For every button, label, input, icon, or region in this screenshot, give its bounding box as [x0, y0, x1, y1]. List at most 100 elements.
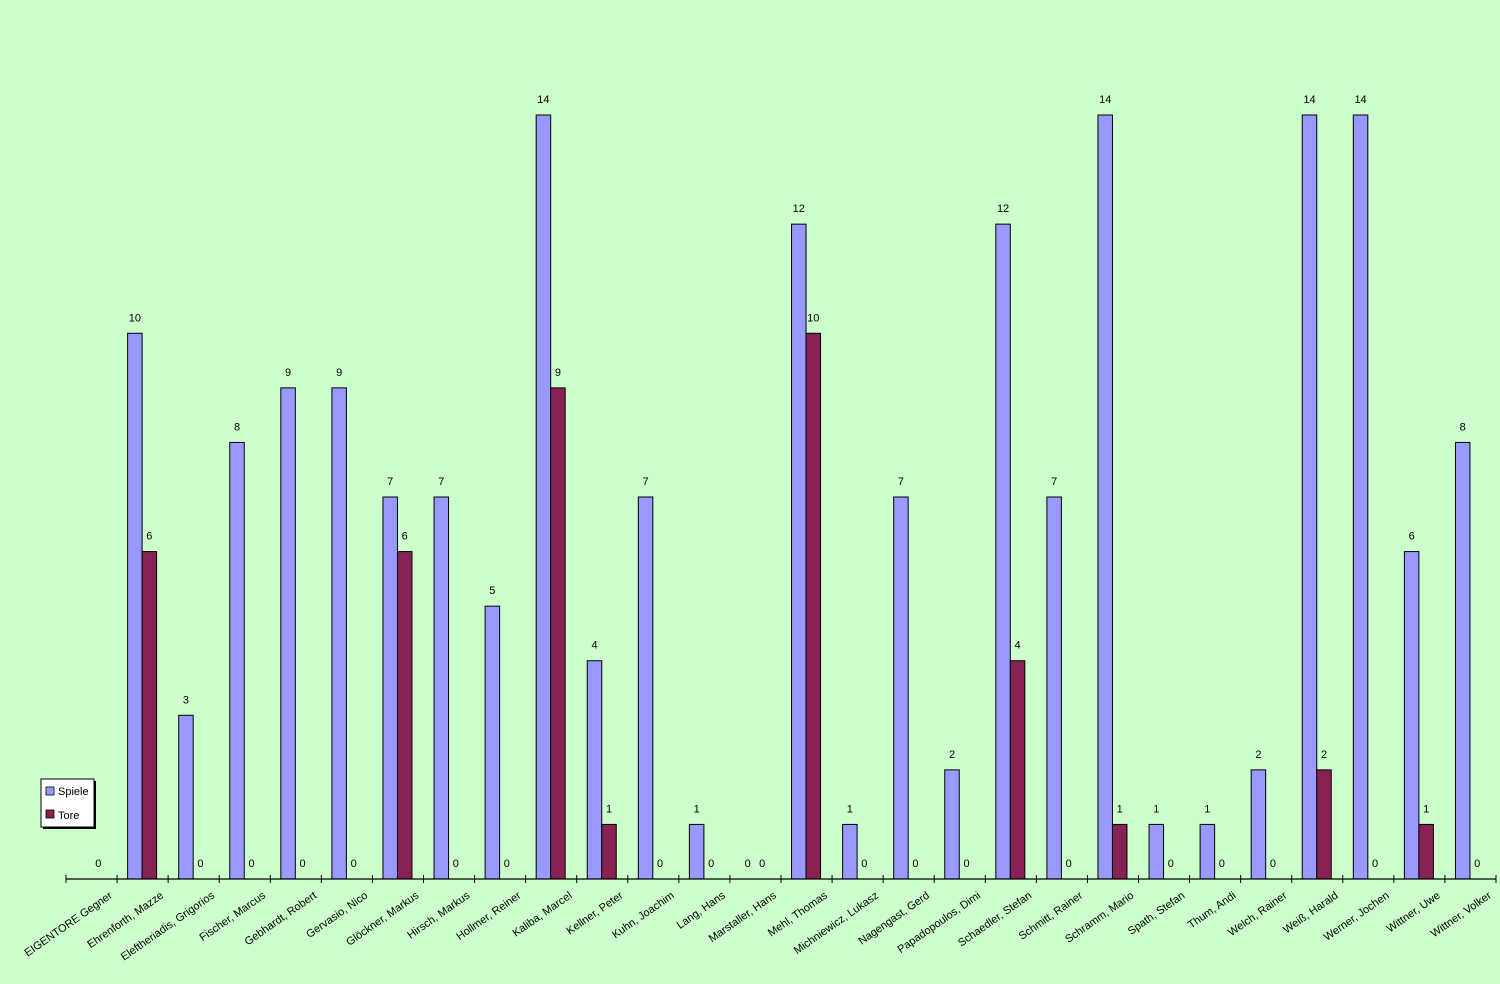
bar-tore: [1316, 769, 1332, 880]
data-label-spiele: 0: [745, 858, 751, 870]
data-label-tore: 0: [453, 858, 459, 870]
data-label-tore: 0: [912, 858, 918, 870]
data-label-spiele: 7: [1051, 476, 1057, 488]
data-label-tore: 0: [657, 858, 663, 870]
bar-spiele: [280, 387, 296, 880]
bar-spiele: [127, 332, 143, 880]
bar-spiele: [535, 114, 552, 880]
bar-spiele: [1250, 769, 1267, 880]
data-label-spiele: 9: [336, 367, 342, 379]
x-axis-ticks: [65, 875, 1497, 883]
data-label-tore: 9: [555, 367, 561, 379]
bar-spiele: [484, 605, 501, 880]
data-label-spiele: 14: [537, 94, 549, 106]
bar-spiele: [1454, 441, 1471, 880]
bar-spiele: [1097, 114, 1113, 880]
data-label-spiele: 2: [949, 749, 955, 761]
bar-spiele: [995, 223, 1011, 880]
bar-spiele: [229, 441, 245, 880]
legend-swatch-tore: [45, 809, 55, 819]
bar-tore: [141, 551, 158, 880]
data-label-tore: 0: [351, 858, 357, 870]
data-label-spiele: 7: [387, 476, 393, 488]
bar-tore: [1111, 823, 1128, 880]
data-label-tore: 0: [248, 858, 254, 870]
data-label-spiele: 2: [1255, 749, 1261, 761]
data-label-spiele: 12: [793, 203, 805, 215]
bar-spiele: [178, 714, 194, 880]
data-label-tore: 0: [963, 858, 969, 870]
data-label-tore: 6: [146, 531, 152, 543]
data-label-tore: 0: [197, 858, 203, 870]
legend-swatch-spiele: [45, 786, 55, 796]
bar-spiele: [382, 496, 398, 880]
bars-layer: [127, 114, 1471, 880]
data-label-tore: 0: [759, 858, 765, 870]
bar-spiele: [842, 823, 858, 880]
data-label-tore: 0: [861, 858, 867, 870]
category-label: Spath, Stefan: [1126, 890, 1187, 938]
data-label-spiele: 12: [997, 203, 1009, 215]
legend-label-tore: Tore: [58, 810, 79, 822]
data-label-spiele: 14: [1354, 94, 1366, 106]
data-label-tore: 0: [1219, 858, 1225, 870]
data-label-spiele: 6: [1409, 531, 1415, 543]
bar-tore: [550, 387, 566, 880]
data-label-spiele: 1: [847, 803, 853, 815]
data-label-spiele: 1: [694, 803, 700, 815]
data-label-spiele: 7: [643, 476, 649, 488]
category-label: Michniewicz, Lukasz: [792, 890, 881, 957]
data-label-spiele: 8: [1460, 421, 1466, 433]
bar-tore: [601, 823, 617, 880]
category-label: Eleftheriadis, Grigorios: [119, 889, 217, 963]
bar-tore: [805, 332, 822, 880]
data-label-spiele: 1: [1153, 803, 1159, 815]
bar-spiele: [1301, 114, 1318, 880]
data-label-spiele: 10: [129, 312, 141, 324]
data-label-tore: 0: [300, 858, 306, 870]
data-label-tore: 10: [807, 312, 819, 324]
data-label-spiele: 9: [285, 367, 291, 379]
bar-tore: [1009, 660, 1026, 880]
bar-spiele: [1199, 823, 1216, 880]
bar-tore: [1418, 823, 1434, 880]
bar-spiele: [1148, 823, 1165, 880]
data-label-spiele: 1: [1204, 803, 1210, 815]
data-label-spiele: 14: [1099, 94, 1111, 106]
data-label-tore: 0: [1066, 858, 1072, 870]
data-label-tore: 6: [402, 531, 408, 543]
bar-spiele: [791, 223, 807, 880]
bar-spiele: [688, 823, 705, 880]
data-label-spiele: 7: [438, 476, 444, 488]
category-label: EIGENTORE Gegner: [22, 889, 115, 959]
data-label-tore: 2: [1321, 749, 1327, 761]
data-label-tore: 0: [1270, 858, 1276, 870]
data-label-tore: 1: [1423, 803, 1429, 815]
bar-spiele: [893, 496, 909, 880]
data-label-spiele: 5: [489, 585, 495, 597]
data-label-spiele: 4: [591, 640, 597, 652]
data-label-tore: 4: [1015, 640, 1021, 652]
legend: Spiele Tore: [40, 778, 96, 829]
bar-spiele: [586, 660, 603, 880]
data-label-spiele: 8: [234, 421, 240, 433]
bar-spiele: [331, 387, 347, 880]
data-label-tore: 0: [95, 858, 101, 870]
data-label-tore: 0: [1474, 858, 1480, 870]
category-label: Papadopoulos, Dimi: [895, 890, 983, 956]
bar-spiele: [944, 769, 960, 880]
bar-spiele: [433, 496, 450, 880]
data-label-spiele: 7: [898, 476, 904, 488]
data-label-tore: 1: [1117, 803, 1123, 815]
bar-tore: [396, 551, 413, 880]
data-label-tore: 0: [504, 858, 510, 870]
bar-spiele: [1403, 551, 1420, 880]
data-label-spiele: 3: [183, 694, 189, 706]
data-label-tore: 1: [606, 803, 612, 815]
bar-spiele: [1046, 496, 1062, 880]
data-label-tore: 0: [708, 858, 714, 870]
data-label-tore: 0: [1168, 858, 1174, 870]
